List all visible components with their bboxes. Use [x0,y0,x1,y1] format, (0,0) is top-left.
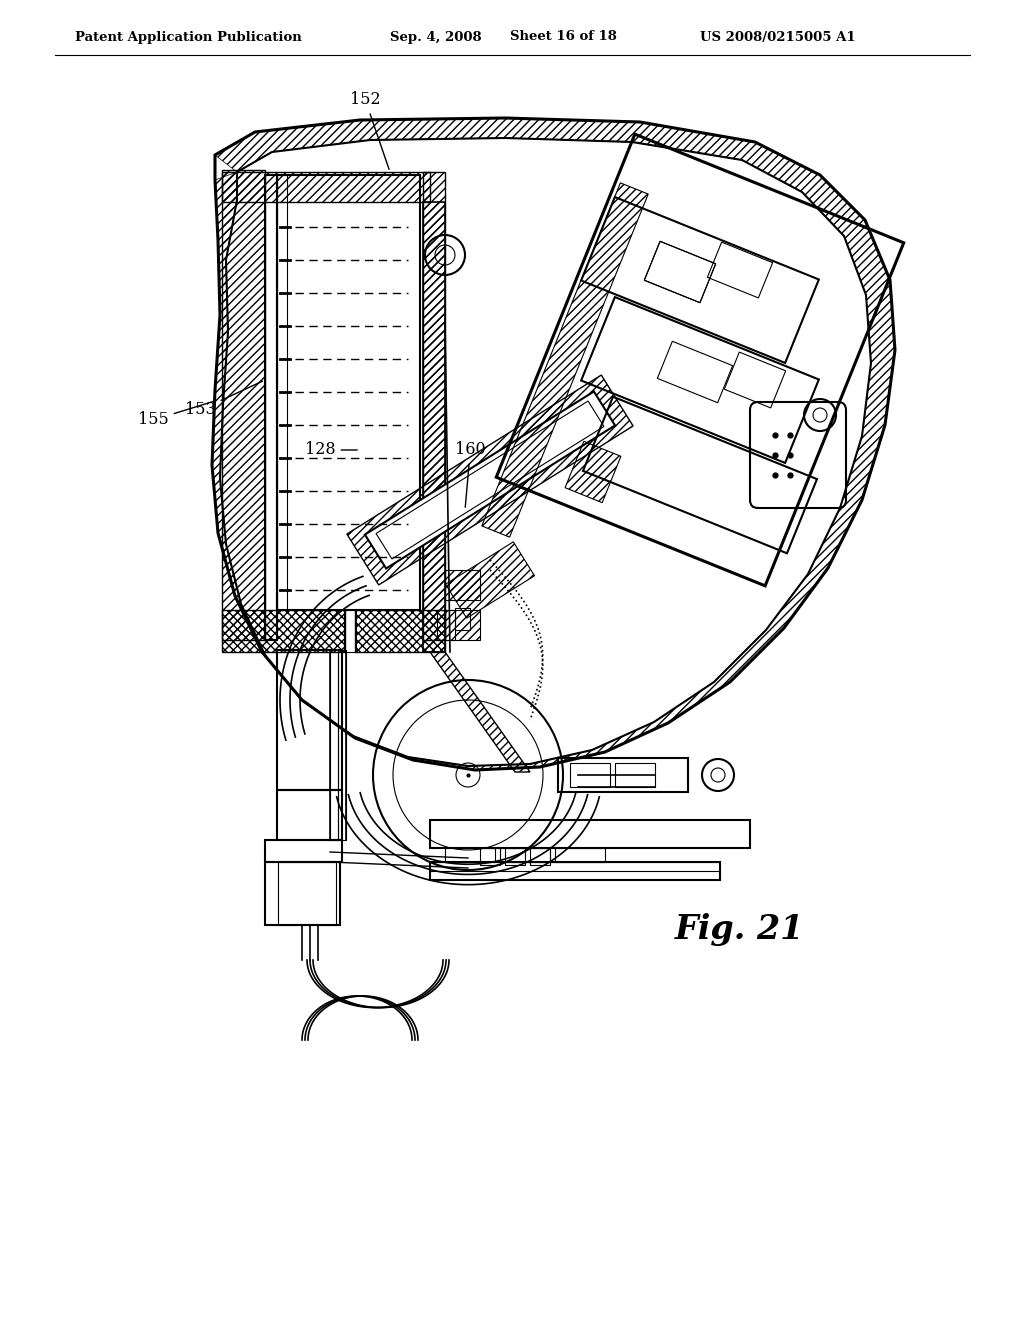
Text: 155: 155 [138,401,215,429]
Bar [265,862,340,925]
Text: Fig. 21: Fig. 21 [675,913,805,946]
Bar [558,758,688,792]
Bar [338,649,346,840]
Bar [278,176,287,610]
Text: US 2008/0215005 A1: US 2008/0215005 A1 [700,30,856,44]
Bar [500,847,550,862]
Bar [265,840,342,862]
Bar [505,847,525,865]
Bar [278,176,420,610]
Bar [555,847,605,862]
Bar [530,847,550,865]
Text: Patent Application Publication: Patent Application Publication [75,30,302,44]
Bar [330,649,338,840]
Bar [430,862,720,880]
Bar [445,847,495,862]
Bar [480,847,500,865]
Text: 153: 153 [185,381,262,418]
Text: Sep. 4, 2008: Sep. 4, 2008 [390,30,481,44]
Bar [455,609,470,630]
Text: 160: 160 [455,441,485,507]
Text: 128: 128 [305,441,357,458]
Bar [615,763,655,787]
Bar [265,176,278,640]
Bar [570,763,610,787]
Text: Sheet 16 of 18: Sheet 16 of 18 [510,30,616,44]
Bar [278,862,336,925]
Polygon shape [365,392,615,569]
Bar [344,610,356,652]
Bar [430,820,750,847]
Bar [278,789,342,840]
Bar [278,649,342,789]
Bar [437,610,455,640]
Text: 152: 152 [350,91,389,169]
